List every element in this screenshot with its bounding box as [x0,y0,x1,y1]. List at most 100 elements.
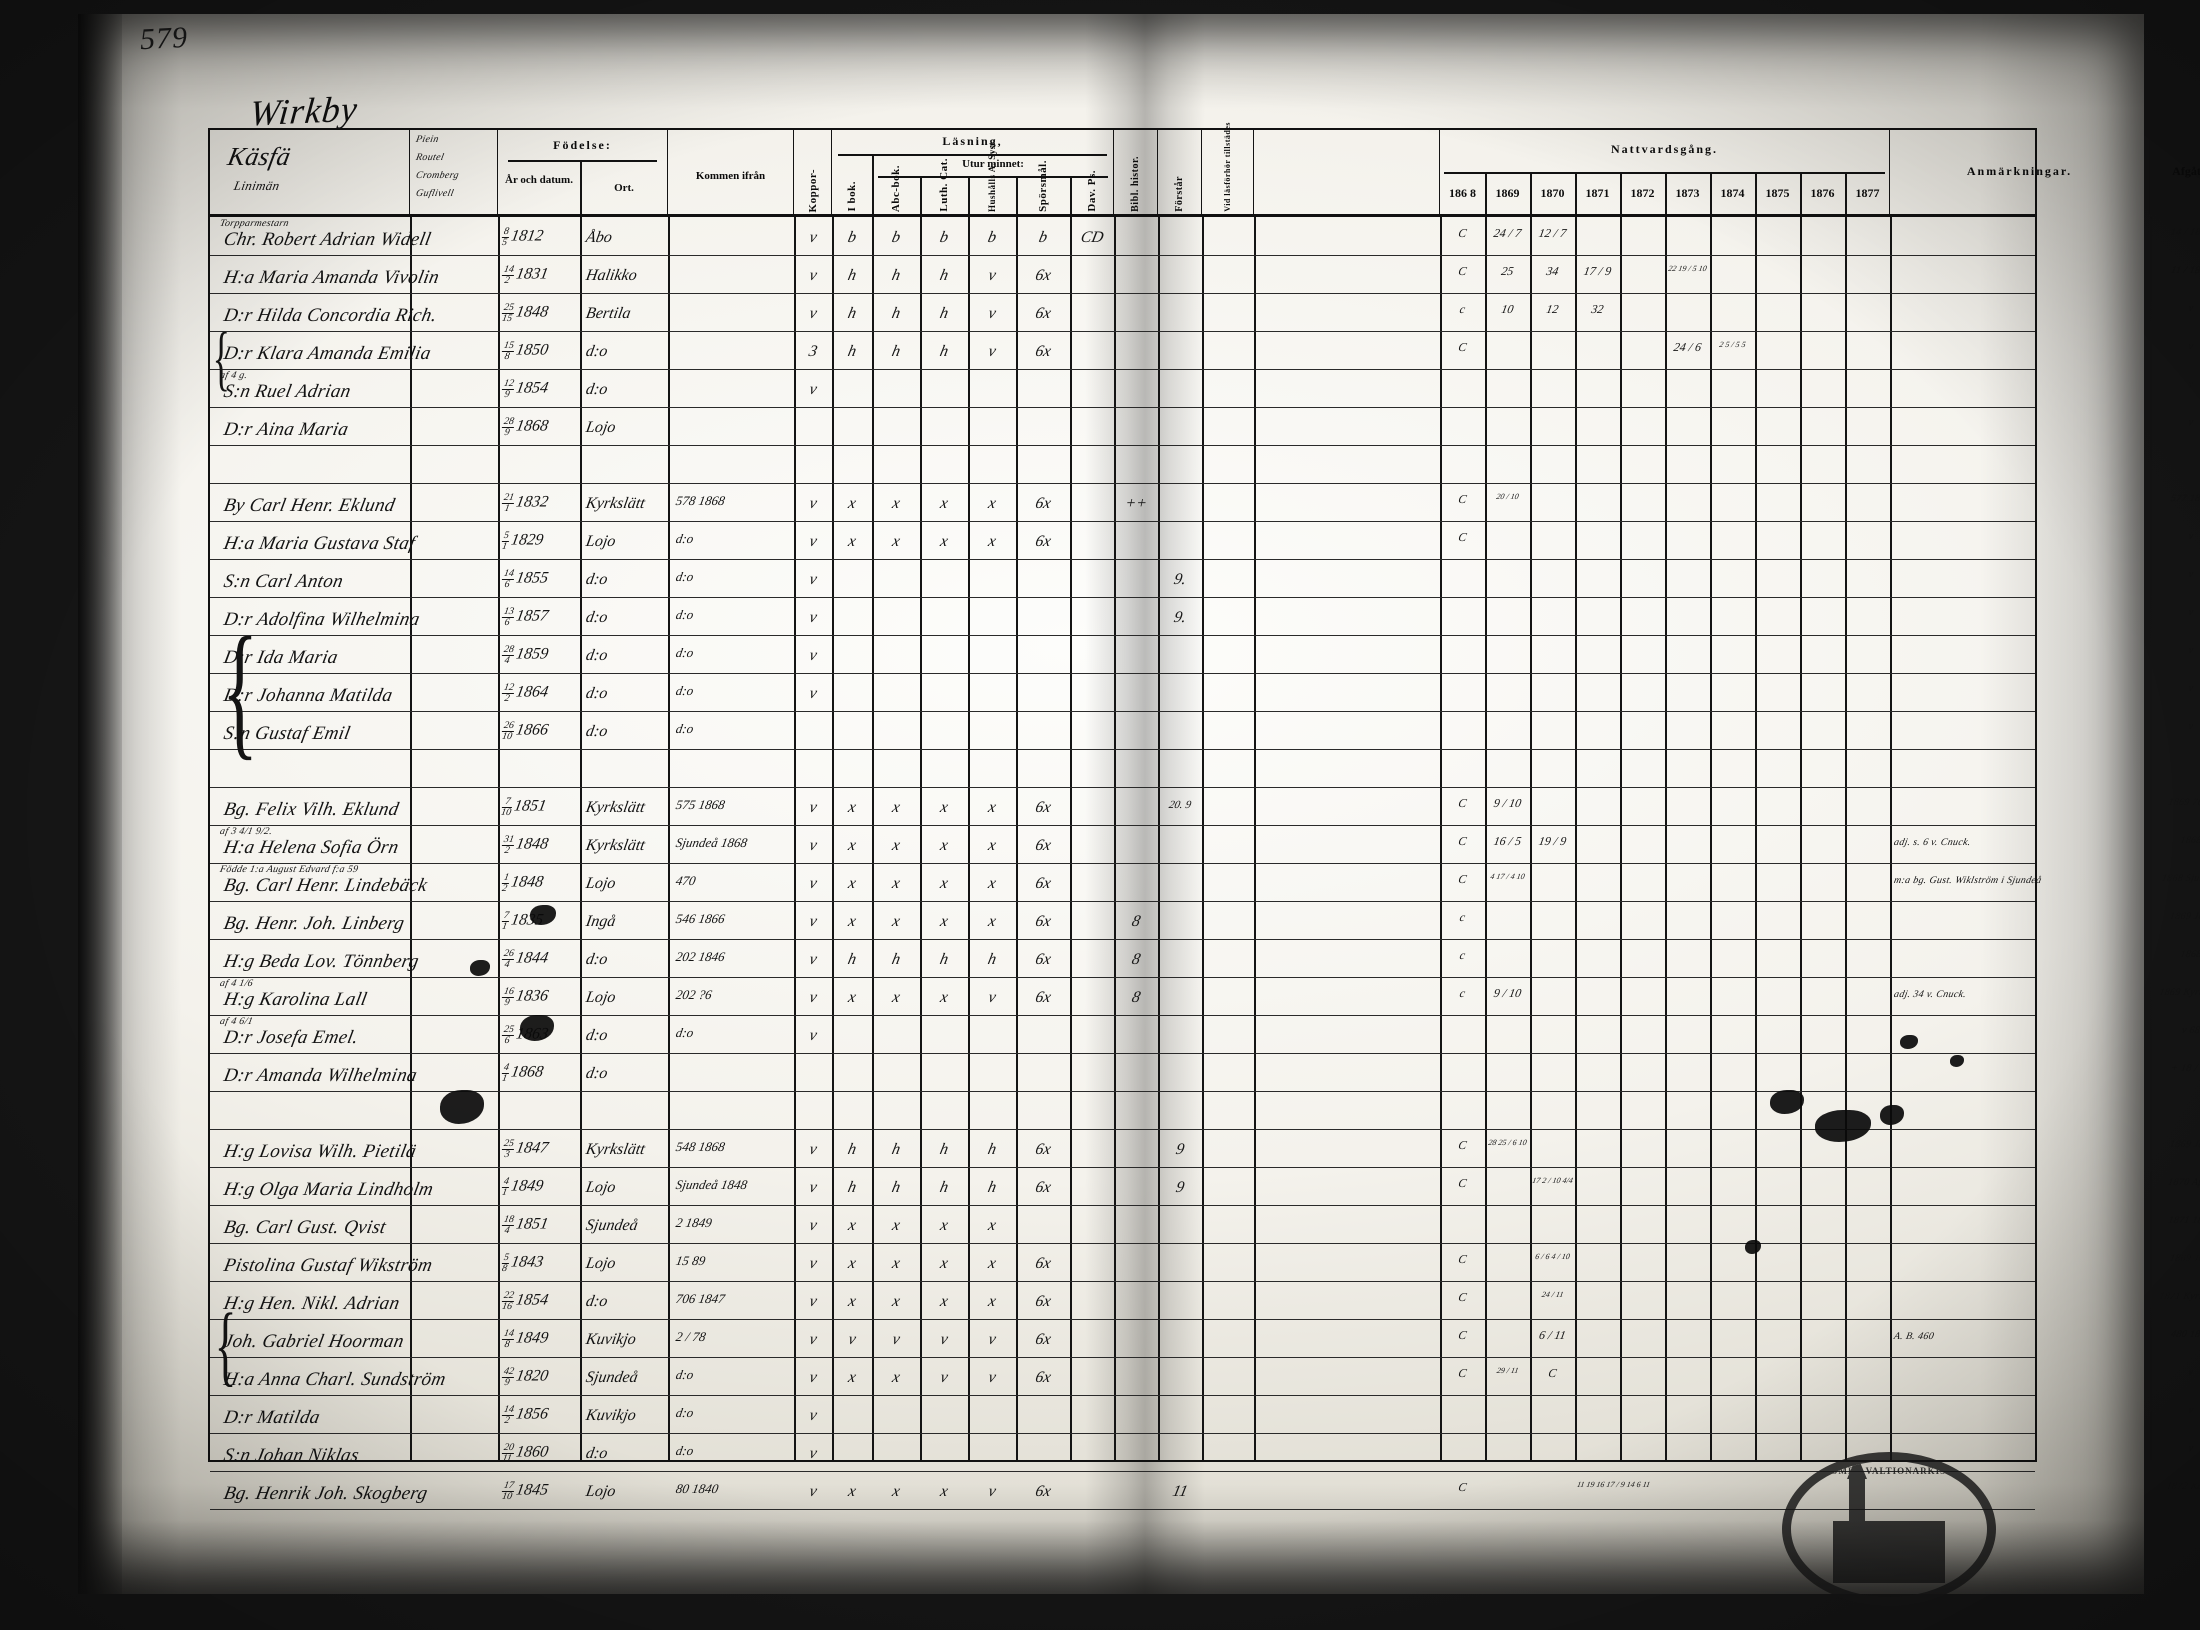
table-row[interactable] [210,369,2035,408]
row-afgatt: 11 / 1869 [2170,265,2200,276]
table-row[interactable] [210,825,2035,864]
table-row[interactable] [210,711,2035,750]
row-mark-abc-bok: b [890,229,902,246]
row-communion-1870: 12 [1545,302,1560,316]
row-afgatt: 1869 Jan. [2168,1253,2200,1264]
row-mark-luth-cat: h [938,267,950,284]
table-row[interactable] [210,749,2035,788]
table-row[interactable] [210,293,2035,332]
row-communion-1869: 29 / 11 [1495,1366,1520,1375]
row-birth-date: 18 4 1851 [501,1214,550,1236]
row-come-from: 80 1840 [674,1481,720,1496]
row-communion-1868: C [1457,1138,1468,1152]
table-row[interactable] [210,1015,2035,1054]
row-communion-1869: 28 25 / 6 10 [1487,1138,1528,1147]
table-row[interactable] [210,331,2035,370]
table-row[interactable] [210,1395,2035,1434]
table-row[interactable] [210,939,2035,978]
row-mark-luth-cat: x [938,1217,950,1234]
row-mark-forstar: 9. [1172,571,1188,588]
table-row[interactable] [210,521,2035,560]
row-birth-place: Kyrkslätt [584,837,647,854]
header-year-1875: 1875 [1765,186,1790,200]
row-mark-dav-ps: CD [1079,229,1106,246]
table-row[interactable] [210,407,2035,446]
header-anmarkningar-label: Anmärkningar. [1966,164,2073,178]
row-birth-date: 15 8 1850 [501,340,550,362]
table-row[interactable] [210,1053,2035,1092]
table-row[interactable] [210,901,2035,940]
row-birth-date: 14 8 1849 [501,1328,550,1350]
row-mark-abc-bok: h [890,305,902,322]
paper-surface [78,14,2144,1594]
ink-blot [1950,1055,1964,1067]
row-mark-sporsmal: 6x [1033,495,1053,512]
table-row[interactable] [210,635,2035,674]
row-communion-1868: C [1457,1328,1468,1342]
header-forstar-label: Förstår [1174,176,1185,212]
row-mark-forstar: 20. 9 [1167,799,1193,811]
table-row[interactable] [210,1205,2035,1244]
row-mark-luth-cat: x [938,495,950,512]
table-row[interactable] [210,1243,2035,1282]
table-row[interactable] [210,1471,2035,1510]
row-mark-forstar: 9 [1174,1179,1186,1196]
row-name: Bg. Carl Henr. Lindebäck [222,875,430,896]
table-row[interactable] [210,217,2035,256]
row-afgatt: 1870 April [2166,1177,2200,1188]
table-row[interactable] [210,787,2035,826]
row-birth-date: 5 11829 [501,530,545,552]
table-row[interactable] [210,1129,2035,1168]
row-mark-luth-cat: v [938,1331,950,1348]
row-mark-hushalls: x [986,875,998,892]
table-row[interactable] [210,559,2035,598]
row-birth-place: Lojo [584,989,617,1006]
row-mark-koppor: v [807,989,819,1006]
table-row[interactable] [210,445,2035,484]
row-birth-place: Åbo [584,229,614,246]
row-come-from: 2 / 78 [674,1329,708,1344]
row-birth-place: d:o [584,609,609,626]
row-communion-1870: 24 / 11 [1540,1290,1565,1299]
table-row[interactable] [210,483,2035,522]
header-bibl-histor: Bibl. histor. [1114,130,1158,214]
table-row[interactable] [210,1357,2035,1396]
row-mark-koppor: 3 [807,343,819,360]
row-birth-place: Bertila [584,305,633,322]
row-mark-i-bok: x [846,1255,858,1272]
row-mark-abc-bok: x [890,495,902,512]
table-row[interactable] [210,977,2035,1016]
table-row[interactable] [210,597,2035,636]
table-row[interactable] [210,1319,2035,1358]
row-mark-abc-bok: x [890,1293,902,1310]
table-row[interactable] [210,1433,2035,1472]
row-mark-i-bok: x [846,989,858,1006]
row-communion-1869: 24 / 7 [1492,226,1523,240]
table-row[interactable] [210,1091,2035,1130]
table-row[interactable] [210,1167,2035,1206]
row-come-from: 548 1868 [674,1139,727,1154]
row-afgatt: 1871 1870 [2167,1215,2200,1226]
row-mark-sporsmal: 6x [1033,1255,1053,1272]
row-come-from: d:o [674,1443,695,1458]
table-row[interactable] [210,255,2035,294]
header-i-bok: I bok. [846,181,858,212]
table-row[interactable] [210,673,2035,712]
header-birth-group: Födelse: År och datum. Ort. [498,130,668,214]
table-row[interactable] [210,1281,2035,1320]
row-birth-place: Kyrkslätt [584,799,647,816]
row-mark-i-bok: x [846,799,858,816]
row-name: Bg. Henrik Joh. Skogberg [222,1483,430,1504]
row-afgatt: 577 1869 [2169,493,2200,504]
row-name: H:a Helena Sofia Örn [222,837,401,858]
table-row[interactable] [210,863,2035,902]
row-afgatt: 1869 7670 [2167,797,2200,808]
row-name: D:r Hilda Concordia Rich. [222,305,439,326]
header-lasning-label: Läsning, [942,134,1003,148]
row-communion-1871: 11 19 16 17 / 9 14 6 11 [1576,1480,1651,1489]
row-communion-1868: c [1458,986,1467,1000]
row-communion-1868: C [1457,530,1468,544]
row-mark-hushalls: v [986,1331,998,1348]
row-mark-i-bok: x [846,1293,858,1310]
family-brace-eklund: { [222,607,258,773]
